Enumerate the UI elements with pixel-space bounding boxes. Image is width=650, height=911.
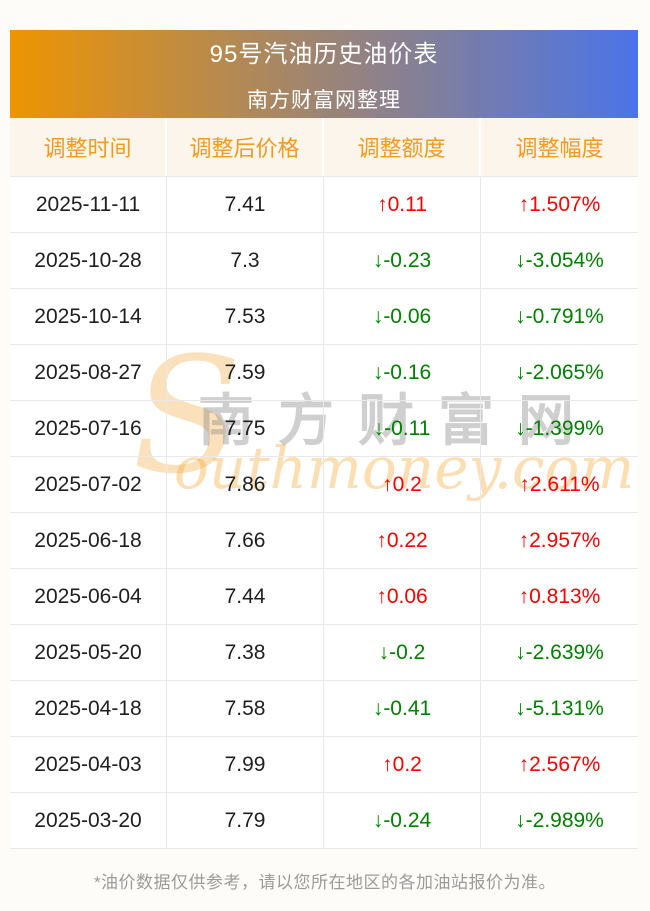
cell-change-pct: ↓-1.399% [515,416,604,440]
table-row: 2025-11-11 7.41 ↑0.11 ↑1.507% [10,177,638,233]
table-row: 2025-07-02 7.86 ↑0.2 ↑2.611% [10,457,638,513]
cell-price-after: 7.41 [167,177,324,232]
cell-price-after: 7.99 [167,737,324,792]
cell-adjust-date: 2025-06-04 [10,569,167,624]
column-header-adjust-time: 调整时间 [10,118,167,176]
table-row: 2025-07-16 7.75 ↓-0.11 ↓-1.399% [10,401,638,457]
table-row: 2025-10-14 7.53 ↓-0.06 ↓-0.791% [10,289,638,345]
cell-change-amount: ↓-0.11 [324,401,481,456]
cell-adjust-date: 2025-10-28 [10,233,167,288]
cell-adjust-date: 2025-04-03 [10,737,167,792]
cell-price-after: 7.44 [167,569,324,624]
cell-change-pct: ↑2.611% [519,472,600,496]
cell-price-after: 7.59 [167,345,324,400]
table-rows: 2025-11-11 7.41 ↑0.11 ↑1.507% 2025-10-28… [10,176,638,849]
page-subtitle: 南方财富网整理 [247,89,401,112]
cell-price-after: 7.66 [167,513,324,568]
table-row: 2025-04-03 7.99 ↑0.2 ↑2.567% [10,737,638,793]
cell-adjust-date: 2025-08-27 [10,345,167,400]
cell-change-amount: ↑0.11 [324,177,481,232]
table-row: 2025-06-18 7.66 ↑0.22 ↑2.957% [10,513,638,569]
cell-change-pct: ↓-0.791% [515,304,604,328]
cell-change-pct: ↓-5.131% [515,696,604,720]
cell-change-pct: ↑2.567% [518,752,601,776]
cell-price-after: 7.58 [167,681,324,736]
cell-change-amount: ↓-0.06 [324,289,481,344]
cell-change-amount: ↑0.2 [324,457,481,512]
cell-change-pct: ↓-2.989% [515,808,604,832]
cell-adjust-date: 2025-03-20 [10,793,167,848]
cell-price-after: 7.75 [167,401,324,456]
cell-adjust-date: 2025-07-16 [10,401,167,456]
table-row: 2025-10-28 7.3 ↓-0.23 ↓-3.054% [10,233,638,289]
cell-change-amount: ↓-0.24 [324,793,481,848]
column-header-adjust-pct: 调整幅度 [515,136,604,161]
cell-price-after: 7.79 [167,793,324,848]
cell-change-amount: ↑0.06 [324,569,481,624]
disclaimer-note: *油价数据仅供参考，请以您所在地区的各加油站报价为准。 [93,873,557,892]
column-header-price-after: 调整后价格 [167,118,324,176]
cell-change-amount: ↓-0.23 [324,233,481,288]
table-body: S 南方财富网 outhmoney.com 2025-11-11 7.41 ↑0… [10,176,638,849]
cell-adjust-date: 2025-05-20 [10,625,167,680]
table-row: 2025-04-18 7.58 ↓-0.41 ↓-5.131% [10,681,638,737]
cell-change-pct: ↑1.507% [518,192,601,216]
cell-price-after: 7.53 [167,289,324,344]
cell-change-pct: ↓-3.054% [515,248,604,272]
cell-change-amount: ↑0.22 [324,513,481,568]
cell-adjust-date: 2025-10-14 [10,289,167,344]
cell-adjust-date: 2025-04-18 [10,681,167,736]
table-row: 2025-06-04 7.44 ↑0.06 ↑0.813% [10,569,638,625]
table-header-row: 调整时间 调整后价格 调整额度 调整幅度 [10,118,638,176]
cell-price-after: 7.38 [167,625,324,680]
cell-change-amount: ↓-0.2 [324,625,481,680]
cell-change-pct: ↑2.957% [518,528,601,552]
table-row: 2025-03-20 7.79 ↓-0.24 ↓-2.989% [10,793,638,849]
page-title: 95号汽油历史油价表 [209,41,439,68]
cell-change-pct: ↑0.813% [518,584,601,608]
cell-change-pct: ↓-2.065% [515,360,604,384]
cell-adjust-date: 2025-11-11 [10,177,167,232]
table-row: 2025-08-27 7.59 ↓-0.16 ↓-2.065% [10,345,638,401]
column-header-adjust-amount: 调整额度 [324,118,481,176]
table-row: 2025-05-20 7.38 ↓-0.2 ↓-2.639% [10,625,638,681]
cell-price-after: 7.3 [167,233,324,288]
table-title-banner: 95号汽油历史油价表 南方财富网整理 [10,30,638,118]
cell-change-amount: ↑0.2 [324,737,481,792]
cell-adjust-date: 2025-06-18 [10,513,167,568]
cell-change-pct: ↓-2.639% [515,640,604,664]
cell-adjust-date: 2025-07-02 [10,457,167,512]
cell-change-amount: ↓-0.16 [324,345,481,400]
cell-change-amount: ↓-0.41 [324,681,481,736]
cell-price-after: 7.86 [167,457,324,512]
